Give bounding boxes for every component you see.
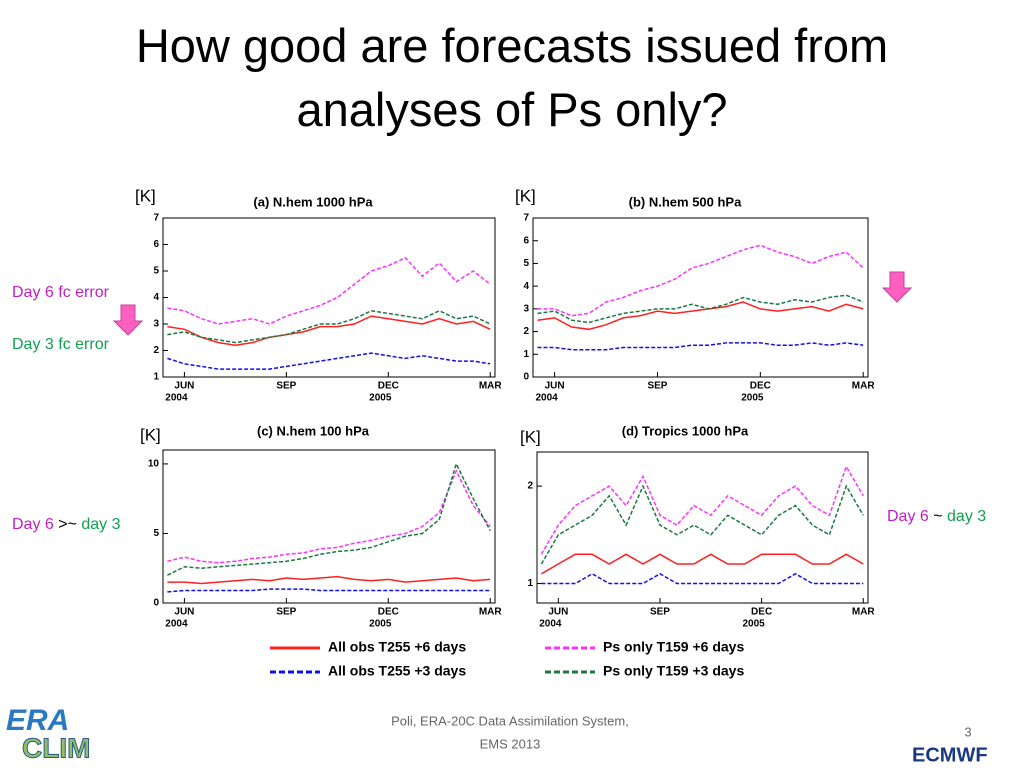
series-line <box>167 469 491 564</box>
y-tick-label: 1 <box>523 349 529 360</box>
chart-title: (d) Tropics 1000 hPa <box>622 423 749 438</box>
x-tick-label: DEC <box>378 607 399 618</box>
y-tick-label: 6 <box>153 239 159 250</box>
note-part: Day 6 <box>12 516 54 533</box>
y-tick-label: 7 <box>153 213 159 224</box>
x-year-label: 2005 <box>369 619 392 630</box>
note-part: day 3 <box>81 516 120 533</box>
y-tick-label: 5 <box>153 266 159 277</box>
plot-frame <box>162 449 496 604</box>
series-line <box>540 464 864 555</box>
series-line <box>167 315 491 346</box>
y-tick-label: 6 <box>523 235 529 246</box>
y-tick-label: 0 <box>153 598 159 609</box>
x-tick-label: MAR <box>852 607 876 618</box>
legend-label: Ps only T159 +3 days <box>603 663 744 679</box>
axis-unit: [K] <box>520 427 541 446</box>
x-year-label: 2004 <box>165 393 188 404</box>
x-tick-label: JUN <box>174 381 194 392</box>
chart-title: (c) N.hem 100 hPa <box>257 423 370 438</box>
axis-unit: [K] <box>135 186 156 205</box>
note: Day 3 fc error <box>12 336 110 353</box>
x-year-label: 2004 <box>535 393 558 404</box>
x-tick-label: SEP <box>276 381 296 392</box>
x-tick-label: MAR <box>479 381 503 392</box>
series-line <box>537 244 864 317</box>
axis-unit: [K] <box>515 186 536 205</box>
series-line <box>540 484 864 565</box>
note-part: Day 6 <box>887 508 929 525</box>
series-line <box>537 294 864 324</box>
y-tick-label: 0 <box>523 372 529 383</box>
x-year-label: 2005 <box>369 393 392 404</box>
series-line <box>167 461 491 576</box>
x-year-label: 2004 <box>539 619 562 630</box>
series-line <box>541 553 864 575</box>
y-tick-label: 2 <box>523 326 529 337</box>
y-tick-label: 10 <box>148 459 160 470</box>
legend-label: All obs T255 +3 days <box>328 663 466 679</box>
note-part: day 3 <box>947 508 986 525</box>
logo-text: ECMWF <box>912 744 988 766</box>
x-tick-label: JUN <box>174 607 194 618</box>
plot-frame <box>532 217 869 378</box>
x-tick-label: DEC <box>751 607 772 618</box>
y-tick-label: 7 <box>523 213 529 224</box>
y-tick-label: 4 <box>523 281 529 292</box>
chart-title: (a) N.hem 1000 hPa <box>253 194 373 209</box>
citation: EMS 2013 <box>480 736 541 751</box>
series-line <box>537 301 864 331</box>
series-line <box>167 588 491 593</box>
slide-title: How good are forecasts issued from analy… <box>135 19 889 136</box>
series-line <box>541 572 864 585</box>
logo-text: CLIM <box>22 732 90 763</box>
note: Day 6 fc error <box>12 284 110 301</box>
x-tick-label: JUN <box>545 381 565 392</box>
series-line <box>537 342 864 351</box>
arrow <box>881 271 913 303</box>
x-tick-label: SEP <box>276 607 296 618</box>
y-tick-label: 3 <box>153 319 159 330</box>
note-part: >~ <box>54 516 82 533</box>
plot-frame <box>162 217 496 378</box>
axis-unit: [K] <box>140 425 161 444</box>
chart-title: (b) N.hem 500 hPa <box>629 194 742 209</box>
y-tick-label: 1 <box>527 578 533 589</box>
x-year-label: 2004 <box>165 619 188 630</box>
series-line <box>167 256 491 325</box>
x-year-label: 2005 <box>741 393 764 404</box>
x-tick-label: DEC <box>750 381 771 392</box>
x-tick-label: SEP <box>650 607 670 618</box>
y-tick-label: 5 <box>153 528 159 539</box>
note: Day 6 >~ day 3 <box>12 516 121 533</box>
y-tick-label: 4 <box>153 292 159 303</box>
x-tick-label: MAR <box>479 607 503 618</box>
x-tick-label: MAR <box>852 381 876 392</box>
y-tick-label: 3 <box>523 303 529 314</box>
arrow <box>112 304 144 336</box>
citation: Poli, ERA-20C Data Assimilation System, <box>391 713 629 728</box>
x-tick-label: DEC <box>378 381 399 392</box>
x-tick-label: SEP <box>647 381 667 392</box>
logo-text: ERA <box>6 704 69 737</box>
x-tick-label: JUN <box>548 607 568 618</box>
series-line <box>167 352 491 370</box>
series-line <box>167 309 491 344</box>
legend-label: All obs T255 +6 days <box>328 639 466 655</box>
legend-label: Ps only T159 +6 days <box>603 639 744 655</box>
y-tick-label: 1 <box>153 372 159 383</box>
note-part: ~ <box>929 508 947 525</box>
page-number: 3 <box>964 724 971 739</box>
y-tick-label: 2 <box>527 481 533 492</box>
x-year-label: 2005 <box>742 619 765 630</box>
y-tick-label: 2 <box>153 345 159 356</box>
y-tick-label: 5 <box>523 258 529 269</box>
note: Day 6 ~ day 3 <box>887 508 986 525</box>
plot-frame <box>536 451 869 604</box>
series-line <box>167 575 491 585</box>
